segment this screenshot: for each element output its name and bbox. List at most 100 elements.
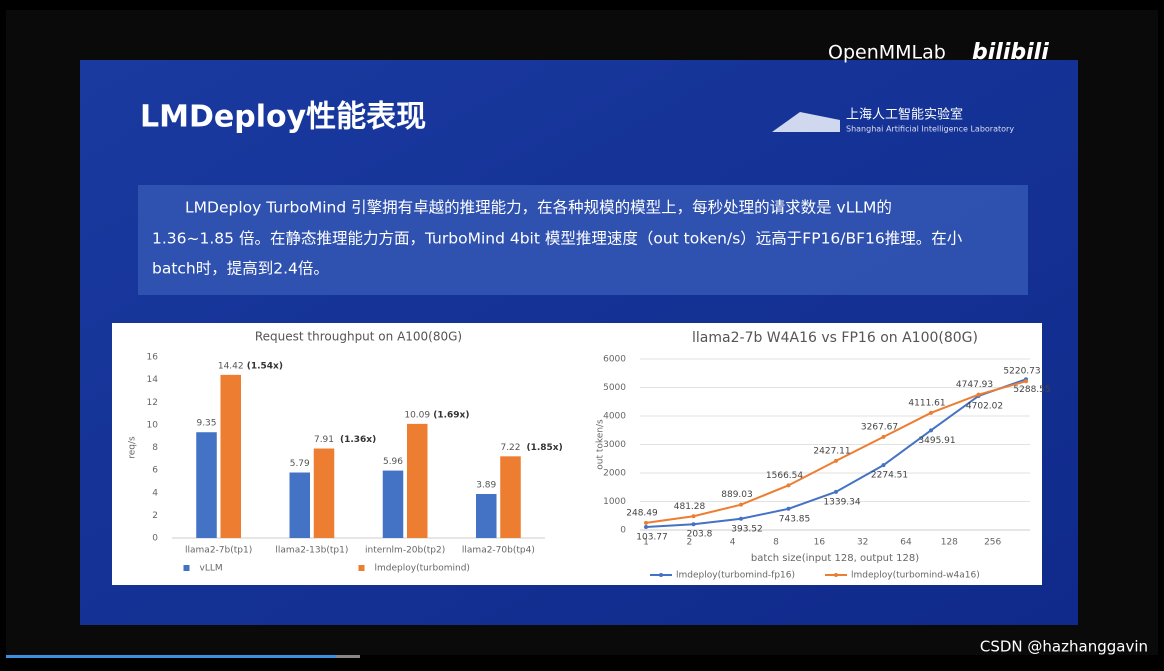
- legend-swatch: [358, 565, 365, 571]
- value-label: 393.52: [731, 524, 763, 534]
- value-label: 9.35: [196, 419, 216, 429]
- marker: [786, 483, 791, 488]
- value-label: 2274.51: [871, 471, 908, 481]
- bar: [406, 423, 428, 538]
- bar: [382, 470, 404, 538]
- bar: [500, 456, 521, 538]
- value-label: 248.49: [626, 508, 658, 518]
- value-label: 743.85: [779, 514, 811, 524]
- value-label: 2427.11: [813, 446, 850, 456]
- logo-en: Shanghai Artificial Intelligence Laborat…: [846, 125, 1014, 134]
- x-tick-label: internlm-20b(tp2): [365, 546, 445, 556]
- value-label: 103.77: [636, 533, 668, 543]
- value-label: 889.03: [721, 490, 753, 500]
- marker: [739, 516, 743, 521]
- summary-line: LMDeploy TurboMind 引擎拥有卓越的推理能力，在各种规模的模型上…: [185, 199, 892, 217]
- x-tick-label: llama2-13b(tp1): [275, 546, 348, 556]
- marker: [644, 525, 648, 530]
- x-tick-label: 2: [686, 538, 692, 548]
- y-tick-label: 2: [152, 511, 158, 521]
- bar: [220, 374, 242, 538]
- value-label: 3495.91: [918, 436, 955, 446]
- marker: [644, 520, 648, 525]
- x-tick-label: 8: [773, 538, 779, 548]
- logo-cn: 上海人工智能实验室: [846, 107, 963, 123]
- y-tick-label: 3000: [603, 440, 626, 450]
- y-tick-label: 2000: [603, 469, 626, 479]
- y-tick-label: 12: [147, 398, 158, 408]
- site: bilibili: [972, 40, 1049, 65]
- marker: [691, 522, 696, 527]
- ratio-label: (1.54x): [247, 361, 283, 371]
- y-axis-label: req/s: [128, 436, 138, 459]
- brand: OpenMMLab: [828, 42, 946, 64]
- x-tick-label: 4: [730, 538, 736, 548]
- y-tick-label: 8: [152, 443, 158, 453]
- x-tick-label: llama2-70b(tp4): [462, 546, 535, 556]
- chart-title: Request throughput on A100(80G): [255, 330, 462, 344]
- value-label: 3.89: [476, 480, 496, 490]
- value-label: 4747.93: [956, 380, 993, 390]
- bar: [289, 472, 311, 538]
- y-tick-label: 16: [147, 353, 159, 363]
- legend-label: lmdeploy(turbomind-fp16): [676, 571, 795, 581]
- y-tick-label: 14: [147, 375, 159, 385]
- x-tick-label: 1: [643, 538, 649, 548]
- summary-line: 1.36~1.85 倍。在静态推理能力方面，TurboMind 4bit 模型推…: [152, 230, 963, 248]
- y-tick-label: 4: [152, 488, 158, 498]
- value-label: 7.91: [314, 435, 334, 445]
- value-label: 7.22: [500, 443, 520, 453]
- value-label: 4111.61: [908, 398, 945, 408]
- chart-panel: [112, 323, 1042, 585]
- marker: [691, 514, 696, 519]
- marker: [739, 502, 743, 507]
- legend-label: lmdeploy(turbomind): [375, 564, 470, 574]
- y-tick-label: 0: [152, 534, 158, 544]
- y-tick-label: 0: [620, 526, 626, 536]
- legend-marker: [834, 573, 838, 577]
- value-label: 14.42: [218, 361, 244, 371]
- y-tick-label: 6000: [603, 355, 626, 365]
- marker: [834, 489, 838, 494]
- legend-marker: [659, 573, 663, 577]
- y-tick-label: 1000: [603, 497, 626, 507]
- x-tick-label: 32: [857, 538, 868, 548]
- slide-title: LMDeploy性能表现: [140, 100, 426, 135]
- bar: [313, 448, 335, 538]
- x-tick-label: 16: [814, 538, 826, 548]
- y-tick-label: 4000: [603, 412, 626, 422]
- progress-buffer: [336, 655, 360, 658]
- chart-title: llama2-7b W4A16 vs FP16 on A100(80G): [692, 330, 978, 346]
- marker: [881, 463, 886, 468]
- footer: CSDN @hazhanggavin: [980, 638, 1148, 656]
- value-label: 4702.02: [966, 401, 1003, 411]
- value-label: 203.8: [687, 530, 713, 540]
- summary-box: [138, 185, 1028, 295]
- x-tick-label: 128: [941, 538, 958, 548]
- bar: [196, 432, 217, 538]
- value-label: 5220.73: [1003, 367, 1040, 377]
- summary-line: batch时，提高到2.4倍。: [152, 260, 329, 278]
- x-tick-label: 64: [900, 538, 912, 548]
- y-tick-label: 10: [147, 420, 159, 430]
- marker: [1024, 379, 1028, 384]
- value-label: 481.28: [674, 502, 706, 512]
- progress-bar[interactable]: [6, 655, 336, 658]
- value-label: 5.96: [383, 457, 403, 467]
- bar: [475, 493, 497, 538]
- marker: [929, 410, 933, 415]
- marker: [929, 428, 933, 433]
- ratio-label: (1.36x): [340, 435, 376, 445]
- value-label: 1339.34: [823, 497, 860, 507]
- x-tick-label: llama2-7b(tp1): [185, 546, 252, 556]
- legend-label: vLLM: [200, 564, 223, 574]
- value-label: 10.09: [404, 410, 430, 420]
- y-tick-label: 5000: [603, 383, 626, 393]
- y-tick-label: 6: [152, 466, 158, 476]
- legend-swatch: [183, 565, 190, 571]
- value-label: 3267.67: [861, 422, 898, 432]
- logo-icon: [772, 112, 840, 132]
- marker: [976, 392, 981, 397]
